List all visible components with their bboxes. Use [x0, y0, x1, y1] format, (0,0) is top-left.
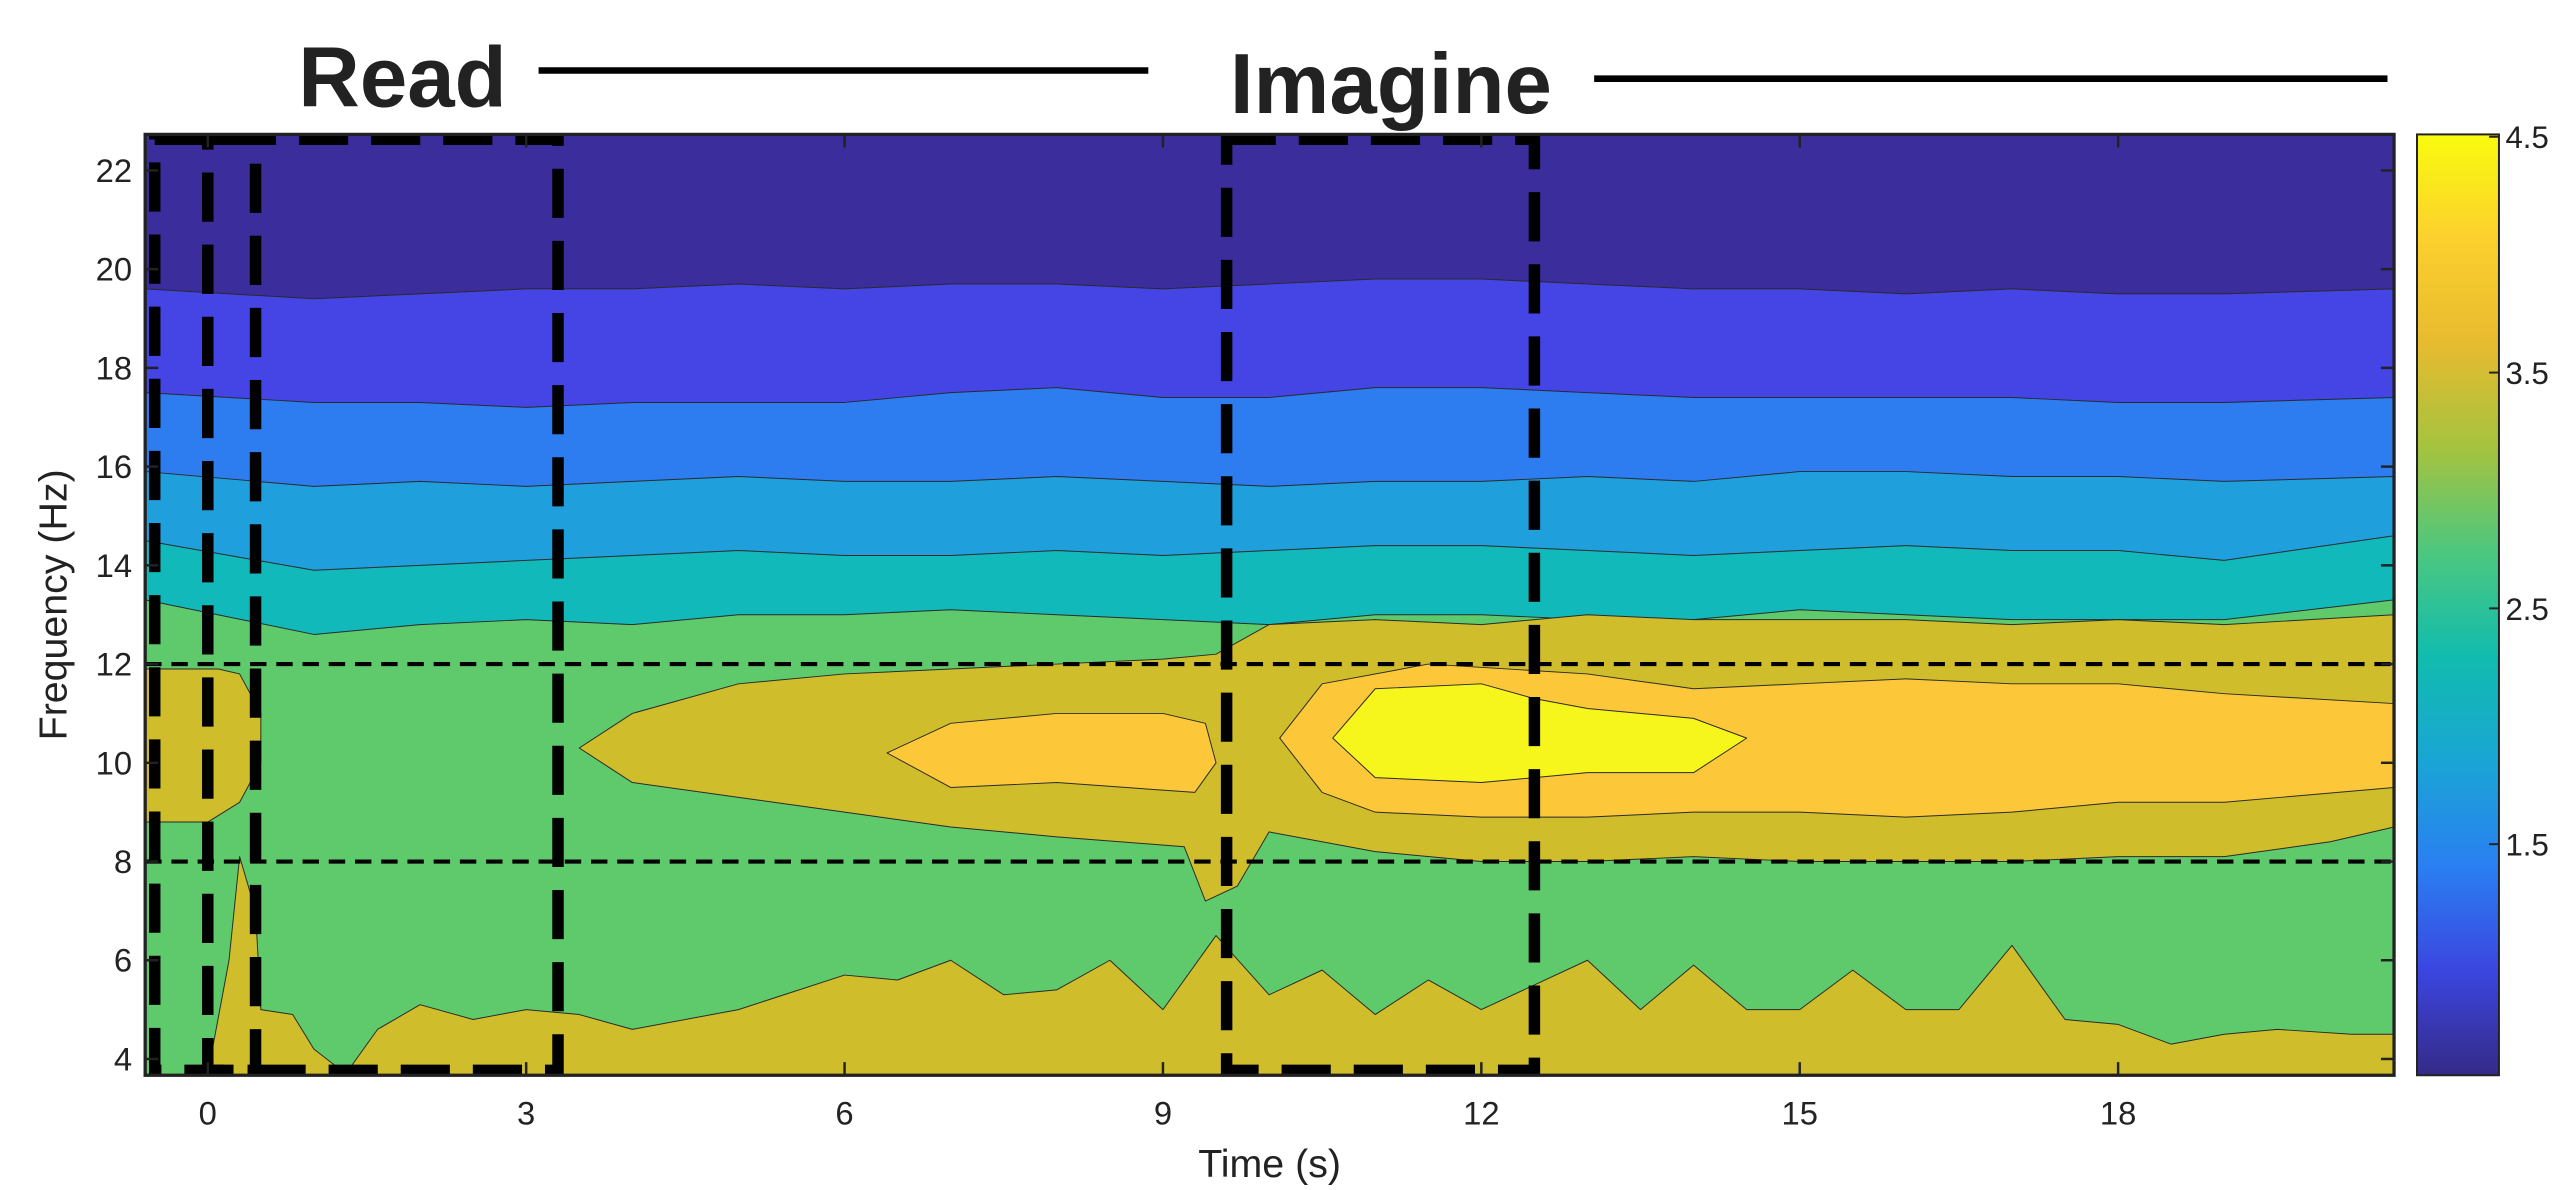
- plot-area: [145, 134, 2395, 1076]
- colorbar-tick-label: 1.5: [2506, 828, 2549, 863]
- y-tick-label: 18: [96, 349, 132, 386]
- colorbar-tick-label: 4.5: [2506, 120, 2549, 155]
- y-axis-label: Frequency (Hz): [31, 469, 75, 740]
- y-tick-label: 4: [114, 1040, 132, 1077]
- colorbar-tick-label: 2.5: [2506, 592, 2549, 627]
- y-tick-label: 8: [114, 843, 132, 880]
- time-window: [202, 133, 262, 1077]
- y-tick-label: 16: [96, 448, 132, 485]
- y-tick-label: 6: [114, 942, 132, 979]
- x-tick-label: 15: [1781, 1094, 1817, 1131]
- time-window: [148, 133, 564, 1077]
- read-title: Read: [298, 31, 506, 126]
- plot-frame: [143, 132, 2396, 1077]
- x-axis-label: Time (s): [1198, 1142, 1341, 1186]
- x-tick-label: 6: [835, 1094, 853, 1131]
- x-tick-label: 18: [2100, 1094, 2136, 1131]
- x-tick-label: 3: [517, 1094, 535, 1131]
- time-window: [1220, 133, 1541, 1077]
- x-tick-label: 12: [1463, 1094, 1499, 1131]
- contour-region: [886, 712, 1217, 793]
- colorbar: [2416, 133, 2500, 1077]
- overlay: [145, 133, 2395, 1077]
- y-tick-label: 14: [96, 547, 132, 584]
- contour-region: [1279, 663, 2395, 818]
- y-tick-label: 10: [96, 744, 132, 781]
- imagine-title: Imagine: [1230, 37, 1552, 132]
- colorbar-tick-label: 3.5: [2506, 356, 2549, 391]
- y-tick-label: 22: [96, 152, 132, 189]
- x-tick-label: 0: [199, 1094, 217, 1131]
- x-tick-label: 9: [1154, 1094, 1172, 1131]
- y-tick-label: 20: [96, 251, 132, 288]
- y-tick-label: 12: [96, 646, 132, 683]
